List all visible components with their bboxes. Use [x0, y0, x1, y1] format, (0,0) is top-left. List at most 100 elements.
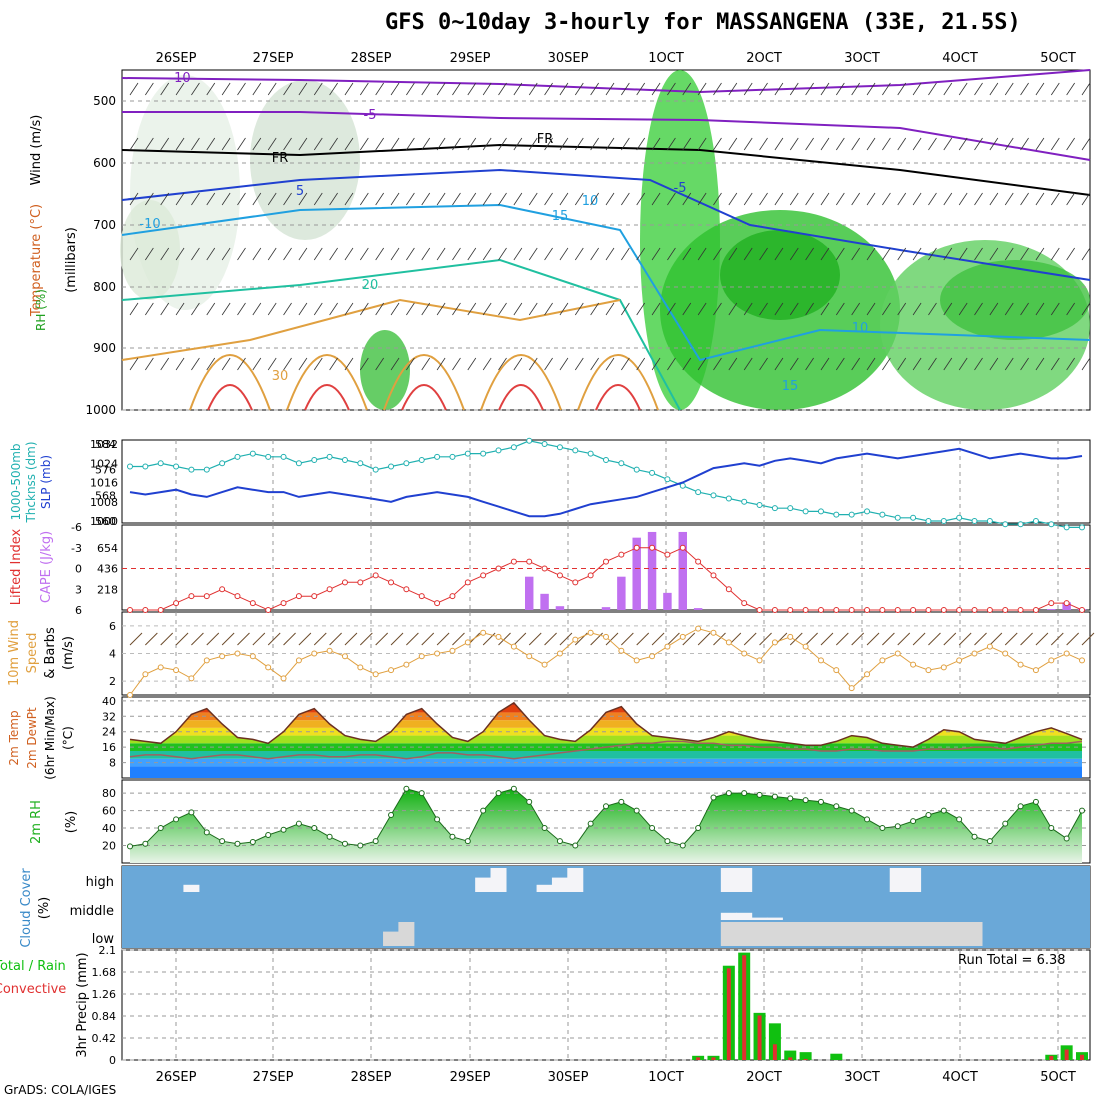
thickness-line-point	[556, 444, 563, 451]
wind-barb	[344, 302, 354, 316]
wind-speed-line-point	[234, 650, 241, 657]
slp-line	[129, 447, 1083, 518]
thickness-line-point	[940, 518, 947, 524]
thickness-line-point	[986, 518, 993, 524]
top-day-label: 29SEP	[450, 51, 491, 66]
wind-barb-10m	[329, 632, 342, 646]
wind-speed-line-point	[649, 653, 656, 660]
wind-barb	[636, 357, 646, 371]
wind-barb-10m	[221, 632, 235, 646]
wind-barb	[145, 357, 154, 371]
wind-barb	[145, 137, 154, 151]
lifted-index-line-point	[418, 593, 425, 600]
wind-barb	[482, 192, 492, 206]
wind-barb	[851, 247, 861, 261]
hot-contour	[595, 384, 641, 411]
ylabel-wind10-4: (m/s)	[61, 636, 76, 670]
thickness-line-point	[879, 511, 886, 518]
wind-barb	[344, 82, 354, 96]
wind-barb-10m	[406, 632, 419, 646]
wind-barb	[1020, 82, 1029, 96]
wind-barb	[129, 247, 139, 261]
cloud-bar-middle	[736, 912, 753, 920]
lifted-index-line-point	[725, 586, 732, 593]
wind-barb	[1050, 137, 1060, 151]
wind-barb	[559, 247, 569, 261]
wind-barb	[958, 137, 968, 151]
wind-barb	[145, 192, 154, 206]
wind-barb	[882, 192, 891, 206]
warm-contour	[577, 354, 659, 411]
wind-barb	[989, 192, 999, 206]
wind-barb	[590, 247, 599, 261]
rh-area	[130, 788, 1082, 863]
wind-barb	[943, 137, 953, 151]
wind-speed-line-point	[587, 629, 594, 636]
wind-barb	[206, 82, 216, 96]
wind-barb	[513, 192, 523, 206]
wind-barb	[513, 247, 523, 261]
precip-convective-bar	[788, 1057, 793, 1060]
wind-barb	[590, 82, 599, 96]
lifted-index-line-point	[295, 593, 302, 600]
bottom-day-label: 26SEP	[156, 1070, 197, 1085]
isotherm-line	[121, 203, 1091, 362]
rh-line-point	[956, 816, 963, 823]
lifted-index-line-point	[357, 579, 364, 586]
wind-barb	[789, 247, 799, 261]
wind-barb	[406, 82, 415, 96]
lifted-index-line-point	[986, 607, 993, 613]
wind-barb	[559, 357, 569, 371]
cloud-bar-high	[183, 884, 200, 892]
wind-barb	[298, 357, 308, 371]
wind-barb	[682, 82, 692, 96]
wind-barb	[498, 82, 507, 96]
wind-speed-line-point	[864, 671, 871, 678]
isotherm-line	[121, 168, 1091, 281]
wind-barb	[882, 357, 891, 371]
wind-barb	[559, 137, 569, 151]
wind-barb	[237, 192, 246, 206]
bottom-day-label: 28SEP	[351, 1070, 392, 1085]
thickness-line-point	[725, 495, 732, 502]
ylabel-cloud-unit: (%)	[37, 897, 52, 920]
wind-barb-10m	[682, 632, 696, 646]
wind-barb	[283, 247, 292, 261]
lifted-index-line-point	[572, 579, 579, 586]
wind-speed-line-point	[541, 661, 548, 668]
lifted-index-line-point	[311, 593, 318, 600]
wind-barb	[313, 82, 323, 96]
wind-speed-line-point	[618, 647, 625, 654]
lifted-index-line-point	[1032, 607, 1039, 613]
wind-barb	[713, 137, 722, 151]
wind-speed-line-point	[495, 633, 502, 640]
wind-barb	[621, 357, 630, 371]
rh-line-point	[1048, 825, 1055, 832]
thickness-line-point	[971, 518, 978, 524]
rh-line-point	[556, 838, 563, 845]
wind-barb-10m	[835, 632, 849, 646]
wind-barb	[866, 247, 876, 261]
wind-speed-line-point	[219, 653, 226, 660]
wind-barb-10m	[298, 632, 312, 646]
wind-barb	[651, 192, 661, 206]
wind-barb-10m	[912, 632, 926, 646]
wind-barb	[590, 357, 599, 371]
wind-barb	[743, 357, 753, 371]
thickness-line-point	[956, 514, 963, 521]
lifted-index-line-point	[618, 551, 625, 558]
lifted-index-line-point	[956, 607, 963, 613]
thickness-line-point	[1063, 524, 1070, 531]
precip-total-bar	[784, 1050, 797, 1060]
wind-barb	[636, 137, 646, 151]
rh-line-point	[372, 838, 379, 845]
rh-line-point	[925, 811, 932, 818]
thickness-line-point	[234, 453, 241, 460]
wind-barb-10m	[359, 632, 373, 646]
contour-label: 30	[272, 369, 289, 384]
rh-shade-region	[360, 330, 410, 410]
panel-frame-precip	[121, 949, 1091, 1061]
wind-barb	[482, 357, 492, 371]
wind-barb	[452, 357, 461, 371]
wind-barb-10m	[267, 632, 281, 646]
